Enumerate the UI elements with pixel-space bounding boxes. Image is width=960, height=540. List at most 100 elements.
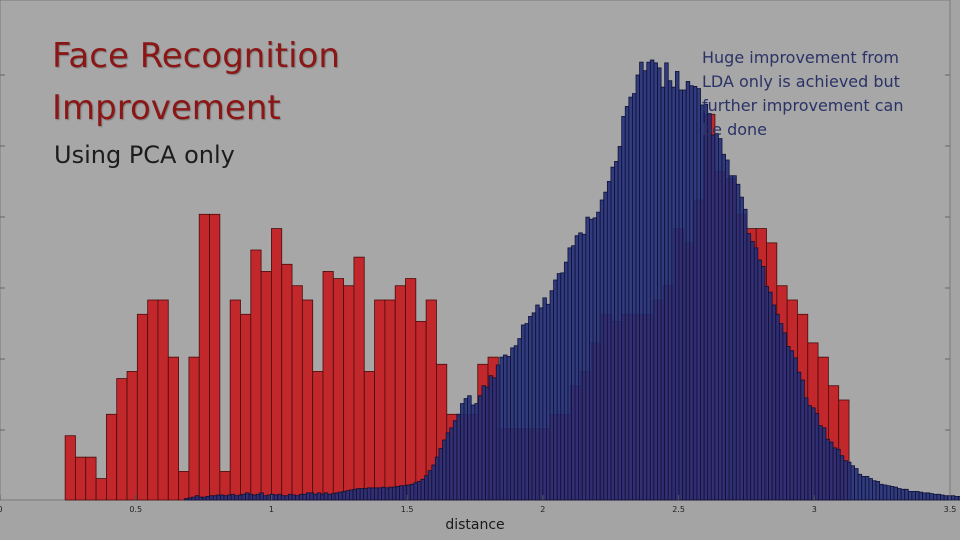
histogram-bar-series-2 xyxy=(872,480,877,501)
histogram-bar-series-2 xyxy=(280,495,286,501)
histogram-bar-series-2 xyxy=(753,247,759,501)
x-tick-label: 0 xyxy=(0,505,3,514)
histogram-bar-series-2 xyxy=(700,104,705,501)
histogram-bar-series-2 xyxy=(649,59,655,501)
histogram-bar-series-2 xyxy=(352,488,357,501)
histogram-bar-series-2 xyxy=(843,460,848,501)
histogram-bar-series-2 xyxy=(614,161,619,501)
histogram-bar-series-2 xyxy=(599,199,605,501)
histogram-bar-series-2 xyxy=(323,492,329,501)
histogram-bar-series-2 xyxy=(850,465,855,501)
histogram-bar-series-2 xyxy=(958,496,960,501)
histogram-bar-series-2 xyxy=(298,493,304,501)
histogram-bar-series-2 xyxy=(882,484,888,501)
histogram-bar-series-1 xyxy=(178,471,190,501)
histogram-bar-series-2 xyxy=(370,487,375,501)
histogram-bar-series-2 xyxy=(255,493,261,501)
x-tick-label: 1 xyxy=(269,505,274,514)
histogram-bar-series-2 xyxy=(438,448,443,501)
histogram-bar-series-1 xyxy=(394,285,406,501)
histogram-bar-series-2 xyxy=(259,492,264,501)
histogram-bar-series-2 xyxy=(374,487,379,501)
histogram-bar-series-2 xyxy=(660,86,666,501)
histogram-bar-series-2 xyxy=(768,291,773,501)
histogram-bar-series-2 xyxy=(821,427,827,501)
histogram-bar-series-2 xyxy=(782,332,787,501)
x-tick-label: 1.5 xyxy=(401,505,414,514)
histogram-bar-series-2 xyxy=(219,494,225,501)
histogram-bar-series-2 xyxy=(481,385,486,501)
histogram-bar-series-2 xyxy=(571,245,576,501)
histogram-bar-series-1 xyxy=(75,456,87,501)
histogram-bar-series-2 xyxy=(327,493,332,501)
histogram-bar-series-2 xyxy=(807,405,812,501)
histogram-bar-series-2 xyxy=(775,313,780,501)
histogram-bar-series-2 xyxy=(667,80,673,501)
histogram-bar-series-2 xyxy=(531,312,537,501)
annotation-note: Huge improvement from LDA only is achiev… xyxy=(702,48,904,139)
histogram-bar-series-2 xyxy=(857,473,863,501)
histogram-bar-series-2 xyxy=(563,261,569,501)
histogram-bar-series-2 xyxy=(442,439,447,501)
histogram-bar-series-1 xyxy=(260,271,272,501)
histogram-bar-series-2 xyxy=(234,495,239,501)
histogram-bar-series-2 xyxy=(202,496,207,501)
x-axis-label: distance xyxy=(445,517,504,533)
histogram-bar-series-2 xyxy=(302,493,307,501)
histogram-bar-series-2 xyxy=(252,494,257,501)
histogram-bar-series-2 xyxy=(495,364,501,501)
histogram-bar-series-2 xyxy=(467,395,472,501)
histogram-bar-series-2 xyxy=(460,403,465,501)
histogram-bar-series-2 xyxy=(911,491,916,501)
histogram-bar-series-2 xyxy=(922,492,927,501)
histogram-bar-series-2 xyxy=(721,153,726,501)
histogram-bar-series-1 xyxy=(415,321,427,501)
histogram-bar-series-1 xyxy=(147,299,159,501)
histogram-bar-series-2 xyxy=(477,395,483,501)
histogram-bar-series-2 xyxy=(610,166,615,501)
histogram-bar-series-2 xyxy=(581,233,587,501)
histogram-bar-series-2 xyxy=(940,494,945,501)
histogram-bar-series-2 xyxy=(184,498,189,501)
histogram-bar-series-2 xyxy=(492,377,497,501)
histogram-bar-series-2 xyxy=(829,441,834,501)
histogram-bar-series-2 xyxy=(589,218,594,501)
slide-title-line-2: Improvement xyxy=(52,88,281,128)
histogram-bar-series-2 xyxy=(356,488,361,501)
histogram-bar-series-2 xyxy=(932,493,938,501)
histogram-bar-series-2 xyxy=(359,488,365,501)
histogram-bar-series-2 xyxy=(692,86,698,501)
histogram-bar-series-2 xyxy=(904,488,909,501)
histogram-bar-series-1 xyxy=(188,356,200,501)
histogram-bar-series-2 xyxy=(420,478,426,501)
histogram-bar-series-2 xyxy=(305,492,311,501)
histogram-bar-series-2 xyxy=(796,371,802,501)
histogram-bar-series-2 xyxy=(291,494,297,501)
histogram-bar-series-2 xyxy=(434,456,440,501)
histogram-bar-series-2 xyxy=(879,483,884,501)
histogram-bar-series-2 xyxy=(889,486,895,501)
histogram-bar-series-2 xyxy=(463,398,469,501)
histogram-bar-series-2 xyxy=(689,85,694,501)
histogram-bar-series-1 xyxy=(343,285,355,501)
histogram-bar-series-2 xyxy=(804,397,809,501)
histogram-bar-series-2 xyxy=(836,448,841,501)
histogram-bar-series-2 xyxy=(262,495,268,501)
histogram-bar-series-2 xyxy=(277,493,282,501)
histogram-bar-series-1 xyxy=(353,256,365,501)
histogram-bar-series-2 xyxy=(725,159,730,501)
histogram-bar-series-2 xyxy=(187,497,193,501)
histogram-bar-series-2 xyxy=(606,181,612,501)
histogram-bar-series-2 xyxy=(560,272,565,501)
histogram-bar-series-2 xyxy=(499,356,504,501)
histogram-bar-series-2 xyxy=(642,70,648,501)
histogram-bar-series-2 xyxy=(456,413,461,501)
histogram-bar-series-2 xyxy=(739,196,744,501)
histogram-bar-series-2 xyxy=(735,183,741,501)
histogram-bar-series-2 xyxy=(470,404,476,501)
histogram-bar-series-2 xyxy=(449,427,454,501)
histogram-bar-series-2 xyxy=(771,304,777,501)
histogram-bar-series-2 xyxy=(334,492,340,501)
histogram-bar-series-2 xyxy=(474,403,479,501)
